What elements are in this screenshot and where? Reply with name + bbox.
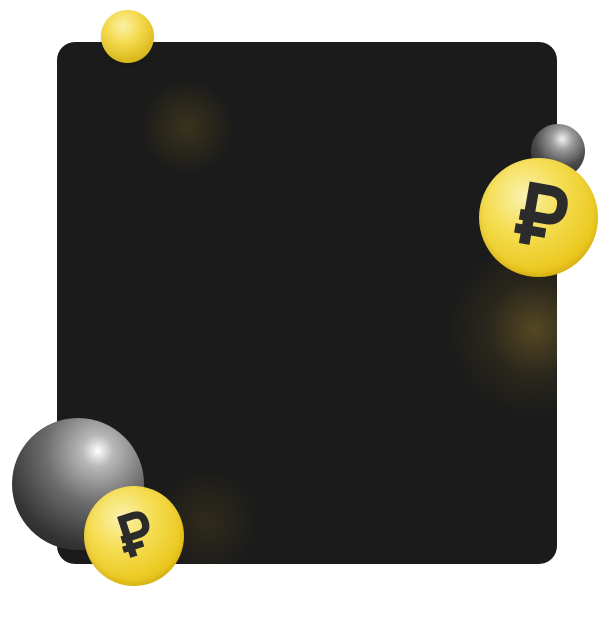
- ruble-coin-small: [84, 486, 184, 586]
- ruble-sign-icon: [117, 511, 150, 558]
- ruble-sign-icon: [514, 181, 568, 245]
- yellow-sphere-icon: [101, 10, 154, 63]
- ruble-coin-large: [479, 158, 598, 277]
